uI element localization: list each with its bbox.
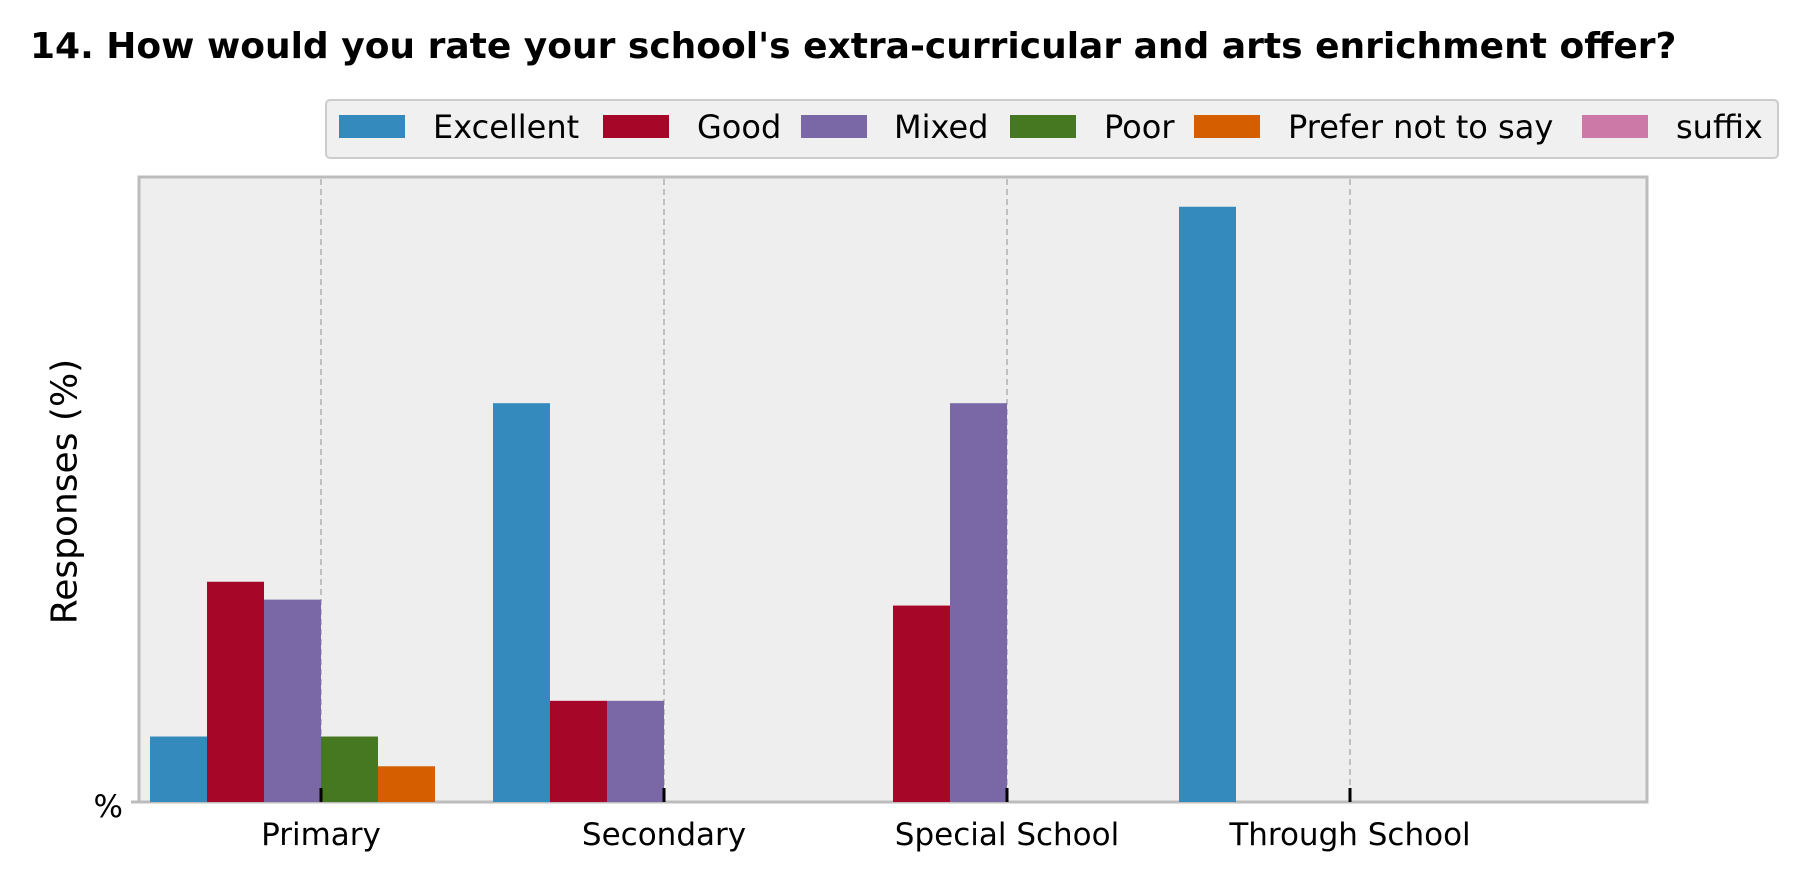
legend-label: Good: [697, 108, 781, 146]
legend-swatch: [1582, 115, 1648, 138]
legend-swatch: [603, 115, 669, 138]
chart-title: 14. How would you rate your school's ext…: [30, 26, 1676, 67]
bar: [378, 766, 435, 802]
x-tick-label: Primary: [261, 817, 381, 853]
bar: [550, 700, 607, 802]
bar: [607, 700, 664, 802]
x-tick-label: Secondary: [582, 817, 746, 853]
legend-label: Poor: [1104, 108, 1175, 146]
legend: Excellent Good Mixed Poor Prefer not to say s…: [325, 99, 1779, 159]
y-axis-label: Responses (%): [45, 359, 86, 624]
bar: [150, 736, 207, 802]
legend-swatch: [1194, 115, 1260, 138]
legend-swatch: [339, 115, 405, 138]
legend-label: Excellent: [433, 108, 579, 146]
bar: [893, 605, 950, 802]
bars: [150, 206, 1236, 802]
x-tick-label: Through School: [1228, 817, 1470, 853]
legend-label: Mixed: [894, 108, 988, 146]
bar: [264, 599, 321, 802]
legend-swatch: [1010, 115, 1076, 138]
bar: [493, 403, 550, 802]
bar: [1179, 206, 1236, 802]
legend-label: suffix: [1676, 108, 1763, 146]
x-axis: Primary Secondary Special School Through Sc…: [131, 788, 1471, 853]
bar: [321, 736, 378, 802]
bar: [207, 581, 264, 802]
bar: [950, 403, 1007, 802]
legend-label: Prefer not to say: [1288, 108, 1553, 146]
y-tick-label: %: [94, 789, 123, 825]
x-tick-label: Special School: [895, 817, 1119, 853]
legend-swatch: [801, 115, 867, 138]
